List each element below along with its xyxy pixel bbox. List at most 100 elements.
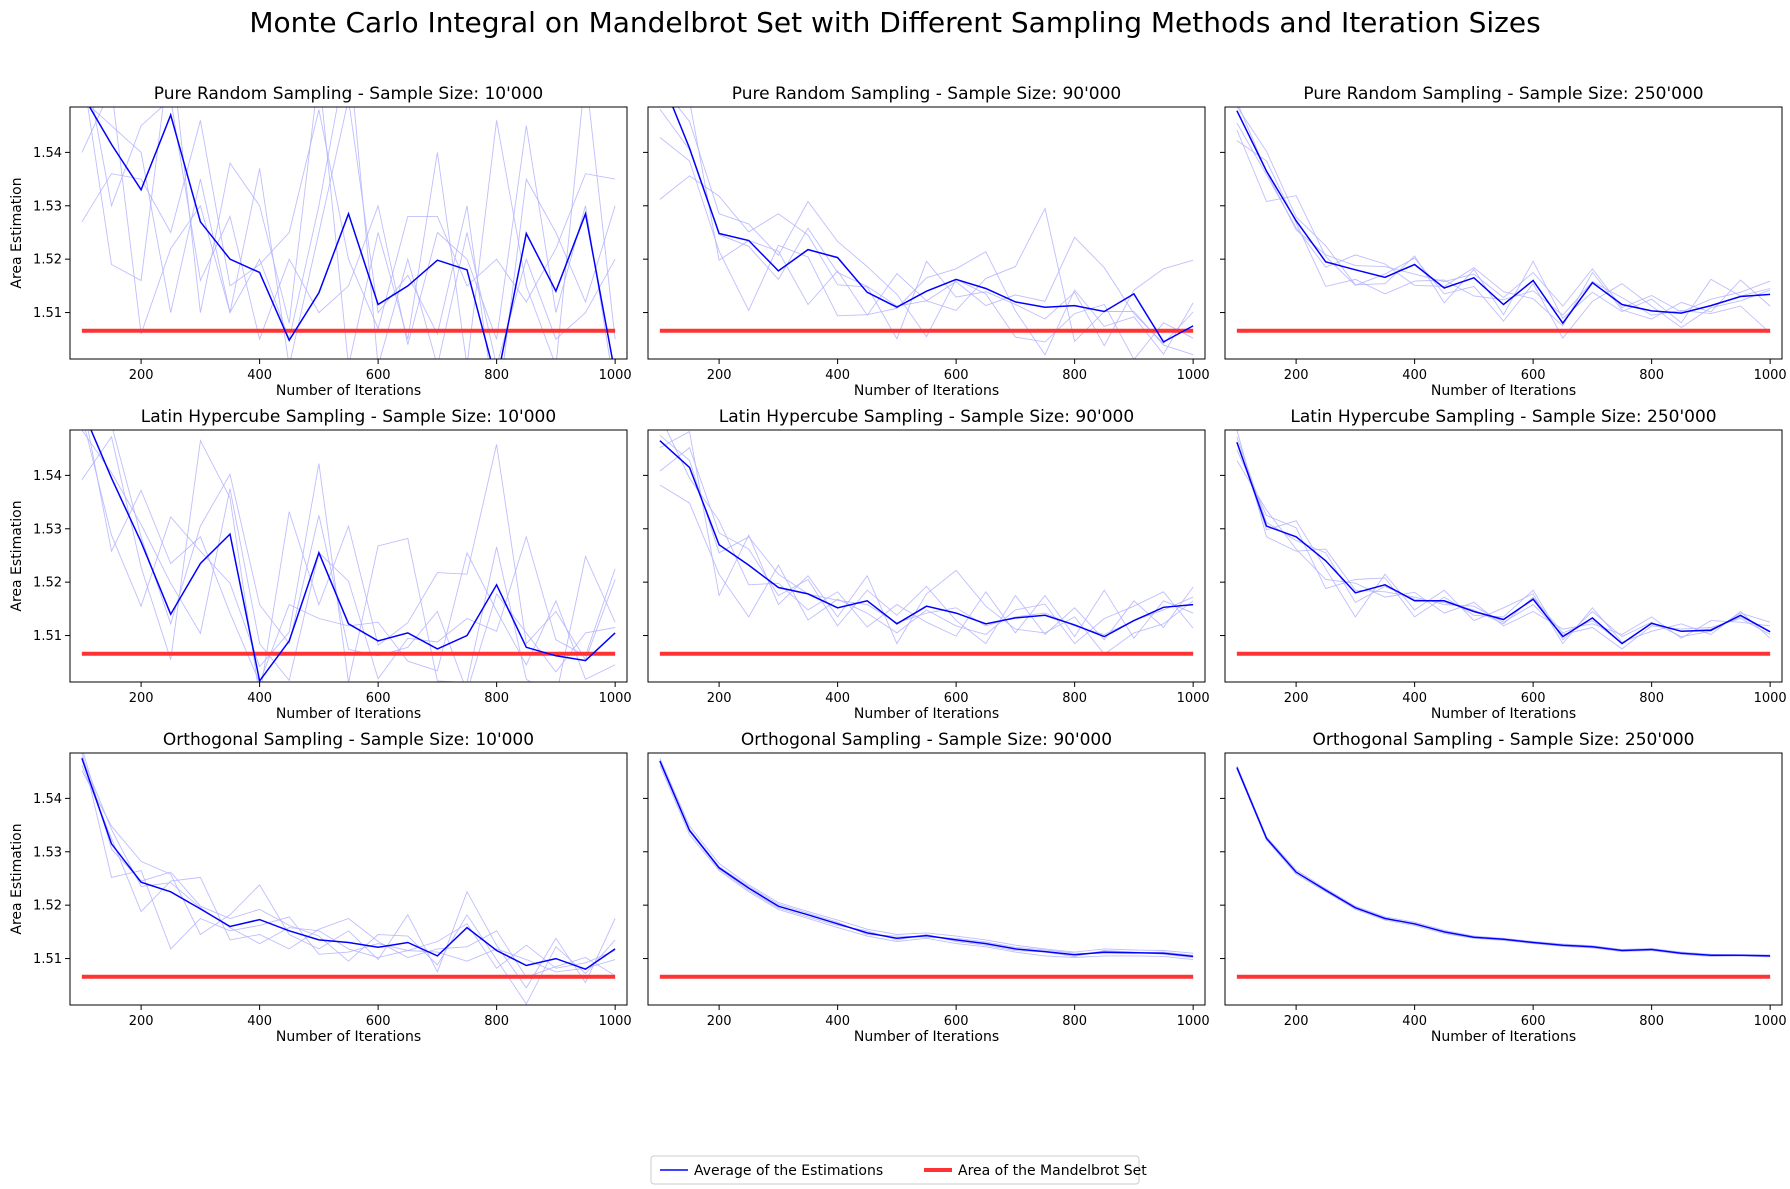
run-line-4 [659,446,1194,645]
x-tick-label: 400 [247,1014,272,1029]
plot-area [659,758,1194,979]
run-line-5 [1236,436,1771,645]
x-tick-label: 200 [129,1014,154,1029]
axes-frame [647,752,1206,1006]
x-tick-label: 400 [247,691,272,706]
average-line [672,107,1194,343]
run-line-2 [87,107,616,359]
run-line-3 [1236,767,1771,957]
y-tick-label: 1.51 [33,629,62,644]
run-line-4 [87,430,616,682]
subplot-title: Orthogonal Sampling - Sample Size: 10'00… [163,730,534,750]
y-tick-label: 1.54 [33,792,62,807]
axes-frame [1224,429,1783,683]
x-tick-label: 600 [366,1014,391,1029]
x-tick-label: 200 [129,691,154,706]
x-tick-label: 800 [1639,691,1664,706]
x-tick-label: 400 [1402,368,1427,383]
x-tick-label: 1000 [599,691,632,706]
y-tick-label: 1.51 [33,306,62,321]
plot-area [1236,430,1771,656]
x-tick-label: 1000 [1177,691,1210,706]
axes-frame [69,752,628,1006]
run-line-1 [659,484,1194,645]
x-tick-label: 400 [1402,1014,1427,1029]
y-tick-label: 1.54 [33,469,62,484]
plot-area [81,753,616,1005]
run-line-3 [677,107,1194,359]
axes-frame [647,429,1206,683]
average-line [659,760,1194,958]
run-line-4 [690,107,1194,356]
run-line-3 [666,430,1194,639]
x-tick-label: 1000 [1177,368,1210,383]
x-axis-label: Number of Iterations [276,383,421,399]
x-tick-label: 800 [484,691,509,706]
x-tick-label: 800 [484,1014,509,1029]
run-line-2 [659,137,1194,356]
subplot-2: Pure Random Sampling - Sample Size: 90'0… [643,84,1210,399]
subplot-title: Latin Hypercube Sampling - Sample Size: … [1290,407,1716,427]
run-line-1 [1236,768,1771,958]
axes-frame [69,429,628,683]
y-tick-label: 1.53 [33,522,62,537]
plot-area [1236,765,1771,979]
legend-average-label: Average of the Estimations [694,1163,883,1179]
run-line-3 [81,107,616,359]
subplot-7: Orthogonal Sampling - Sample Size: 10'00… [9,730,632,1045]
subplot-8: Orthogonal Sampling - Sample Size: 90'00… [643,730,1210,1045]
subplot-9: Orthogonal Sampling - Sample Size: 250'0… [1220,730,1787,1045]
run-line-2 [81,753,616,969]
x-tick-label: 600 [1521,1014,1546,1029]
run-line-5 [90,107,616,359]
x-tick-label: 600 [1521,368,1546,383]
run-line-1 [1236,460,1771,639]
x-axis-label: Number of Iterations [854,383,999,399]
axes-frame [647,106,1206,360]
run-line-2 [659,758,1194,954]
x-axis-label: Number of Iterations [276,706,421,722]
x-tick-label: 600 [944,368,969,383]
run-line-4 [1236,140,1771,334]
x-tick-label: 1000 [599,368,632,383]
x-tick-label: 800 [1639,368,1664,383]
run-line-4 [1236,449,1771,641]
subplot-6: Latin Hypercube Sampling - Sample Size: … [1220,407,1787,722]
x-tick-label: 600 [366,368,391,383]
x-tick-label: 800 [1062,1014,1087,1029]
axes-frame [1224,106,1783,360]
average-line [90,430,616,682]
x-tick-label: 400 [825,368,850,383]
run-line-3 [1236,107,1771,324]
x-tick-label: 200 [129,368,154,383]
average-line [659,440,1194,638]
run-line-1 [659,765,1194,961]
run-line-1 [1236,129,1771,340]
run-line-5 [81,756,616,973]
x-tick-label: 1000 [1177,1014,1210,1029]
x-tick-label: 400 [825,691,850,706]
x-tick-label: 1000 [1754,1014,1787,1029]
x-tick-label: 800 [1062,368,1087,383]
run-line-5 [659,108,1194,345]
plot-area [659,430,1194,656]
subplot-title: Latin Hypercube Sampling - Sample Size: … [719,407,1134,427]
run-line-4 [659,759,1194,956]
y-tick-label: 1.53 [33,845,62,860]
x-tick-label: 200 [1284,691,1309,706]
average-line [88,107,614,359]
run-line-4 [92,107,611,359]
x-tick-label: 600 [944,1014,969,1029]
subplot-title: Orthogonal Sampling - Sample Size: 90'00… [741,730,1112,750]
run-line-4 [82,753,616,1005]
subplot-5: Latin Hypercube Sampling - Sample Size: … [643,407,1210,722]
plot-area [81,430,616,682]
legend-box [650,1155,1140,1185]
y-tick-label: 1.54 [33,146,62,161]
x-tick-label: 400 [1402,691,1427,706]
run-line-1 [81,770,616,989]
x-axis-label: Number of Iterations [276,1029,421,1045]
x-tick-label: 200 [707,1014,732,1029]
legend: Average of the Estimations Area of the M… [650,1155,1147,1185]
